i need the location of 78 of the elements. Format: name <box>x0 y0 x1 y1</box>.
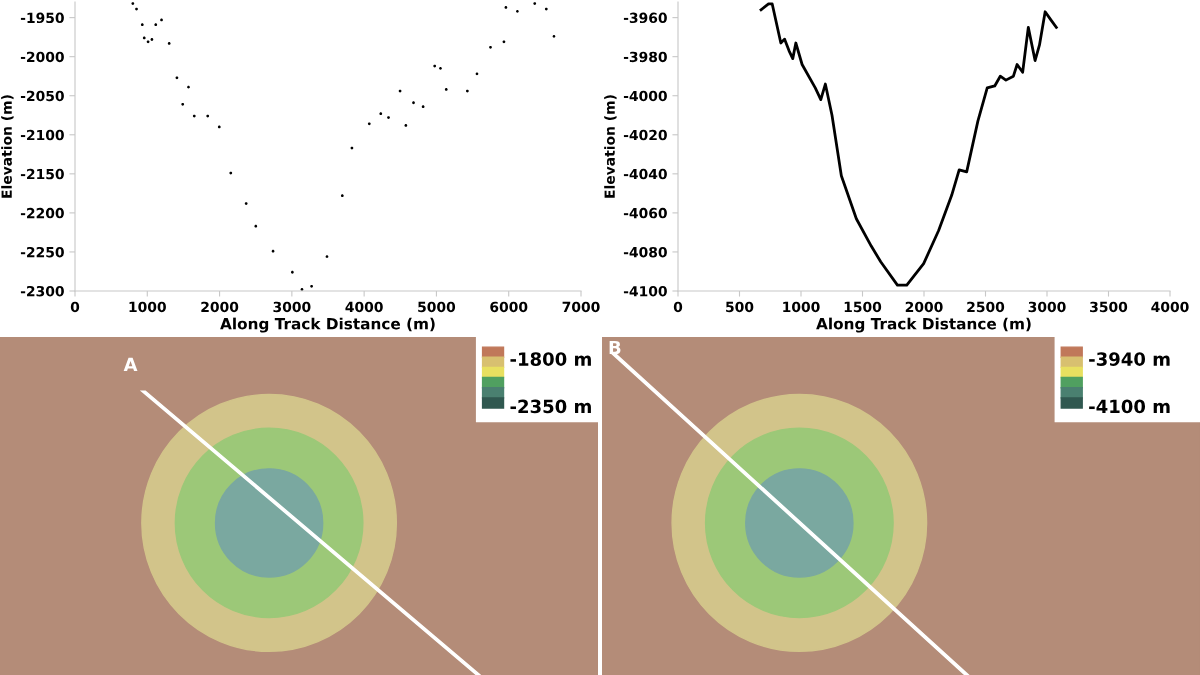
text: -4100 m <box>1089 399 1170 414</box>
y-tick-label: -1950 <box>20 12 64 24</box>
y-axis-title: Elevation (m) <box>1 95 14 198</box>
text: B <box>609 340 621 355</box>
y-tick-label: -4080 <box>623 246 667 258</box>
x-tick-label: 1000 <box>129 301 166 313</box>
y-tick-label: -3980 <box>623 51 667 63</box>
point <box>367 122 371 126</box>
y-tick-label: -2050 <box>20 90 64 102</box>
point <box>421 105 425 109</box>
point <box>325 255 329 259</box>
x-axis-title: Along Track Distance (m) <box>220 317 435 333</box>
point <box>544 7 548 11</box>
text: -3940 m <box>1089 352 1170 366</box>
point <box>444 88 448 91</box>
point <box>489 45 492 49</box>
x-tick-label: 1500 <box>844 301 882 313</box>
y-tick-label: -2000 <box>20 51 64 63</box>
point <box>131 2 135 5</box>
y-tick-label: -4000 <box>623 90 667 102</box>
point <box>340 194 344 198</box>
point <box>192 114 196 118</box>
point <box>516 9 519 13</box>
y-tick-label: -4100 <box>623 285 667 297</box>
x-tick-label: 3500 <box>1090 301 1128 313</box>
x-tick-label: 5000 <box>418 301 456 313</box>
y-tick-label: -4040 <box>623 168 667 180</box>
y-tick-label: -4060 <box>623 207 667 219</box>
x-tick-label: 0 <box>673 301 683 313</box>
point <box>167 42 171 45</box>
x-tick-label: 3000 <box>1028 301 1066 313</box>
text: -2350 m <box>510 399 591 414</box>
point <box>552 34 556 38</box>
x-tick-label: 2000 <box>201 301 239 313</box>
point <box>135 7 138 11</box>
point <box>379 112 383 116</box>
x-tick-label: 6000 <box>490 301 528 313</box>
line-series <box>759 2 1058 287</box>
point <box>439 67 442 70</box>
y-tick-label: -2300 <box>20 285 64 297</box>
x-tick-label: 1000 <box>783 301 820 313</box>
y-tick-label: -3960 <box>623 12 667 24</box>
x-tick-label: 4000 <box>1151 301 1189 313</box>
text: -1800 m <box>510 352 591 366</box>
point <box>310 284 313 288</box>
text: A <box>123 357 138 371</box>
point <box>404 124 408 127</box>
y-tick-label: -2250 <box>20 246 64 258</box>
point <box>150 38 154 41</box>
y-tick-label: -2150 <box>20 168 64 180</box>
x-tick-label: 4000 <box>345 301 383 313</box>
x-tick-label: 500 <box>726 301 754 313</box>
point <box>181 102 185 106</box>
point <box>244 202 248 205</box>
x-tick-label: 0 <box>70 301 80 313</box>
y-tick-label: -2200 <box>20 207 64 219</box>
point <box>229 171 233 175</box>
point <box>387 116 390 119</box>
point <box>412 101 415 105</box>
point <box>160 18 163 22</box>
x-tick-label: 7000 <box>562 301 600 313</box>
x-tick-label: 2500 <box>967 301 1005 313</box>
point <box>533 2 537 5</box>
point <box>290 270 294 274</box>
point <box>154 23 158 27</box>
point <box>187 85 190 89</box>
point <box>504 6 508 9</box>
point <box>433 64 437 68</box>
point <box>465 89 469 93</box>
x-tick-label: 3000 <box>273 301 311 313</box>
point <box>217 125 221 129</box>
y-tick-label: -4020 <box>623 129 667 141</box>
point <box>206 114 210 118</box>
x-axis-title: Along Track Distance (m) <box>816 317 1031 333</box>
x-tick-label: 2000 <box>905 301 943 313</box>
point <box>140 23 144 27</box>
y-axis-title: Elevation (m) <box>604 95 617 198</box>
y-tick-label: -2100 <box>20 129 64 141</box>
